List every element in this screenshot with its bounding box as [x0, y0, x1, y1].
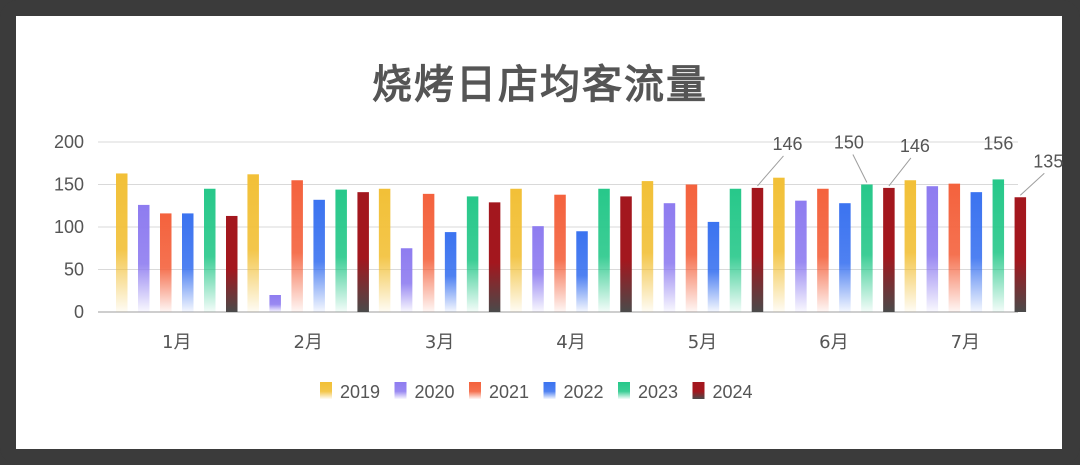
y-tick-label: 0: [74, 302, 84, 322]
data-label: 135: [1033, 151, 1063, 171]
bar-2022-2: [444, 232, 457, 312]
x-tick-label: 2月: [293, 332, 322, 353]
bar-2022-0: [182, 213, 194, 312]
legend-label: 2022: [564, 382, 604, 402]
legend-label: 2019: [340, 382, 380, 402]
bar-2022-5: [839, 203, 851, 312]
bar-2020-5: [795, 200, 807, 312]
y-tick-label: 50: [64, 260, 84, 280]
bar-2020-0: [138, 204, 150, 312]
x-tick-label: 6月: [819, 332, 848, 353]
x-tick-label: 5月: [688, 332, 717, 353]
bar-2020-3: [532, 226, 544, 312]
bar-2020-2: [400, 248, 413, 312]
data-labels: 146 150 146 156 135: [757, 133, 1063, 196]
bar-2024-6: [1014, 197, 1027, 312]
x-tick-label: 4月: [556, 332, 585, 353]
bar-2021-0: [160, 213, 172, 312]
x-axis: 1月 2月 3月 4月 5月 6月 7月: [162, 332, 980, 353]
bar-2021-4: [685, 184, 698, 312]
bar-2021-5: [817, 188, 829, 312]
bar-2023-1: [335, 189, 347, 312]
data-label-leader: [757, 155, 784, 187]
y-tick-label: 200: [54, 132, 84, 152]
data-label-leader: [888, 157, 912, 187]
bar-2024-3: [620, 196, 632, 312]
bar-2021-2: [422, 193, 435, 312]
bar-2024-2: [488, 202, 501, 312]
legend-label: 2023: [638, 382, 678, 402]
data-label: 156: [983, 133, 1013, 153]
data-label: 146: [900, 136, 930, 156]
bar-2022-1: [313, 199, 325, 312]
bar-2023-4: [729, 188, 742, 312]
bar-2023-0: [204, 188, 216, 312]
bar-2019-3: [510, 188, 522, 312]
legend-label: 2021: [489, 382, 529, 402]
bar-2023-5: [861, 184, 873, 312]
bar-2022-4: [707, 221, 720, 312]
bar-2023-2: [466, 196, 479, 312]
bar-2020-1: [269, 295, 281, 312]
y-axis-ticks: 0 50 100 150 200: [54, 132, 84, 322]
data-label: 150: [834, 133, 864, 153]
bar-2019-6: [904, 180, 917, 312]
data-label-leader: [852, 154, 868, 183]
legend-label: 2020: [415, 382, 455, 402]
x-tick-label: 7月: [951, 332, 980, 353]
data-label: 146: [772, 134, 802, 154]
legend-swatch: [692, 382, 705, 399]
bar-2022-3: [576, 231, 588, 312]
y-tick-label: 100: [54, 217, 84, 237]
bars: [116, 173, 1027, 312]
legend-swatch: [469, 382, 481, 399]
legend-swatch: [394, 382, 407, 399]
bar-2019-1: [247, 174, 259, 312]
bar-2019-0: [116, 173, 128, 312]
legend-swatch: [543, 382, 556, 399]
bar-2019-4: [641, 181, 654, 312]
bar-2024-0: [226, 215, 238, 312]
bar-2020-4: [663, 203, 676, 312]
bar-2023-6: [992, 179, 1005, 312]
x-tick-label: 3月: [425, 332, 454, 353]
bar-2024-4: [751, 187, 764, 312]
bar-2024-1: [357, 192, 369, 312]
bar-2024-5: [883, 187, 895, 312]
bar-2021-6: [948, 183, 961, 312]
y-tick-label: 150: [54, 175, 84, 195]
bar-2019-2: [378, 188, 391, 312]
legend-swatch: [320, 382, 332, 399]
bar-2022-6: [970, 192, 983, 312]
bar-2020-6: [926, 186, 939, 312]
bar-2019-5: [773, 177, 785, 312]
legend-swatch: [618, 382, 630, 399]
bar-2021-3: [554, 194, 566, 312]
x-tick-label: 1月: [162, 332, 191, 353]
legend-label: 2024: [713, 382, 753, 402]
bar-2021-1: [291, 180, 303, 312]
chart-title: 烧烤日店均客流量: [372, 62, 708, 108]
legend: 2019 2020 2021 2022 2023 2024: [320, 382, 753, 402]
bar-2023-3: [598, 188, 610, 312]
data-label-leader: [1019, 172, 1045, 196]
